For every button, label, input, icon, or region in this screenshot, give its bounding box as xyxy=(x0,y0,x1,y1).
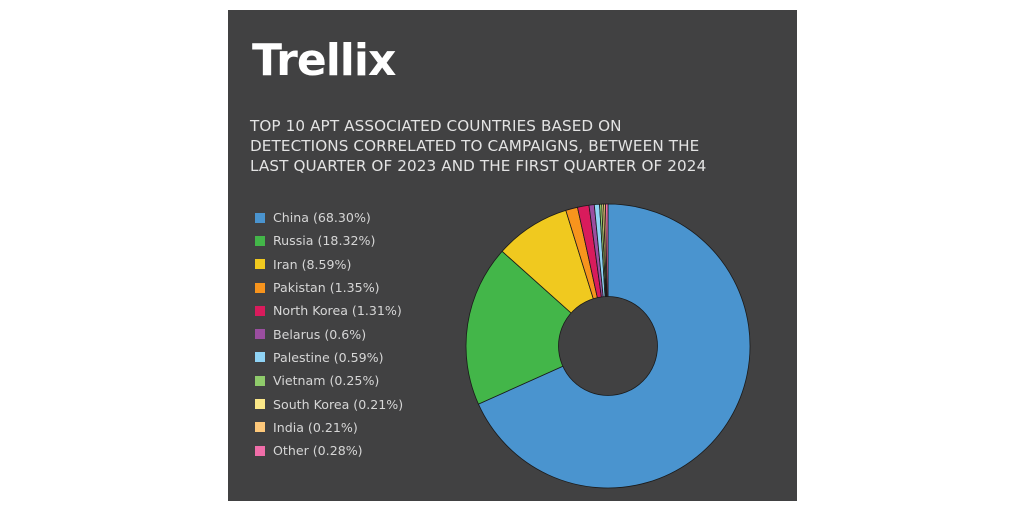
legend-label: South Korea (0.21%) xyxy=(273,396,404,412)
trellix-logo: Trellix xyxy=(252,35,396,86)
legend-item-china: China (68.30%) xyxy=(255,206,403,229)
legend-swatch xyxy=(255,422,265,433)
legend-swatch xyxy=(255,445,265,456)
infographic-panel: Trellix TOP 10 APT ASSOCIATED COUNTRIES … xyxy=(228,10,797,501)
legend-item-iran: Iran (8.59%) xyxy=(255,253,403,276)
legend-item-russia: Russia (18.32%) xyxy=(255,229,403,252)
legend-item-palestine: Palestine (0.59%) xyxy=(255,346,403,369)
legend-item-belarus: Belarus (0.6%) xyxy=(255,322,403,345)
legend-label: Palestine (0.59%) xyxy=(273,349,384,365)
chart-title-line-2: DETECTIONS CORRELATED TO CAMPAIGNS, BETW… xyxy=(250,137,700,155)
legend-swatch xyxy=(255,235,265,246)
legend-item-north-korea: North Korea (1.31%) xyxy=(255,299,403,322)
legend-item-pakistan: Pakistan (1.35%) xyxy=(255,276,403,299)
legend-label: Russia (18.32%) xyxy=(273,233,376,249)
slice-russia xyxy=(465,250,609,405)
legend-label: China (68.30%) xyxy=(273,210,371,226)
donut-hole xyxy=(558,296,658,396)
legend-label: Pakistan (1.35%) xyxy=(273,280,380,296)
chart-title: TOP 10 APT ASSOCIATED COUNTRIES BASED ON… xyxy=(250,116,790,176)
legend-label: Belarus (0.6%) xyxy=(273,326,367,342)
donut-chart xyxy=(465,203,751,489)
legend-item-other: Other (0.28%) xyxy=(255,439,403,462)
legend-swatch xyxy=(255,352,265,363)
legend-item-india: India (0.21%) xyxy=(255,416,403,439)
legend-swatch xyxy=(255,212,265,223)
chart-title-line-1: TOP 10 APT ASSOCIATED COUNTRIES BASED ON xyxy=(250,117,622,135)
legend-swatch xyxy=(255,259,265,270)
legend-item-vietnam: Vietnam (0.25%) xyxy=(255,369,403,392)
legend-label: India (0.21%) xyxy=(273,419,358,435)
chart-legend: China (68.30%) Russia (18.32%) Iran (8.5… xyxy=(255,206,403,462)
legend-swatch xyxy=(255,305,265,316)
legend-item-south-korea: South Korea (0.21%) xyxy=(255,392,403,415)
chart-title-line-3: LAST QUARTER OF 2023 AND THE FIRST QUART… xyxy=(250,157,707,175)
legend-swatch xyxy=(255,399,265,410)
legend-swatch xyxy=(255,329,265,340)
legend-label: Iran (8.59%) xyxy=(273,256,352,272)
legend-swatch xyxy=(255,375,265,386)
legend-label: Other (0.28%) xyxy=(273,443,363,459)
legend-label: Vietnam (0.25%) xyxy=(273,373,380,389)
legend-swatch xyxy=(255,282,265,293)
legend-label: North Korea (1.31%) xyxy=(273,303,402,319)
